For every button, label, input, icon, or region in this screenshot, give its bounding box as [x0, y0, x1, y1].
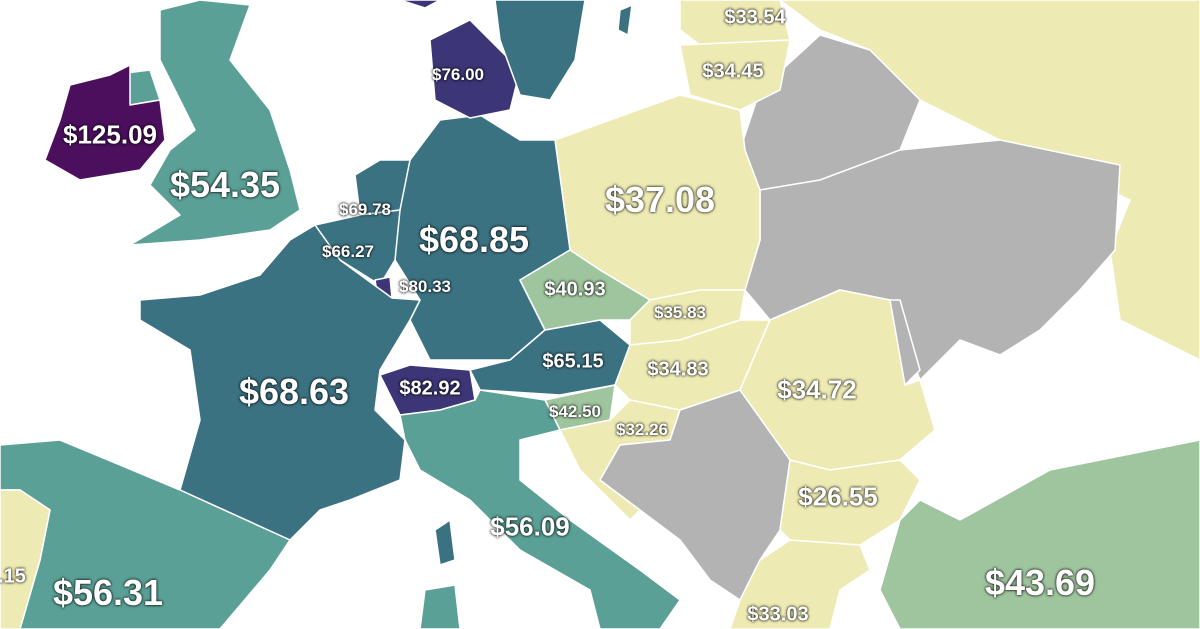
country-turkey	[879, 439, 1200, 629]
island-corsica	[434, 519, 456, 566]
price-label-lithuania: $34.45	[702, 60, 764, 83]
price-label-switzerland: $82.92	[399, 377, 461, 400]
price-label-slovenia: $42.50	[549, 402, 601, 421]
price-label-croatia: $32.26	[616, 420, 668, 439]
country-russia	[779, 0, 1200, 361]
country-italy	[399, 389, 681, 629]
price-label-slovakia: $35.83	[654, 303, 706, 322]
country-france	[139, 224, 421, 541]
price-label-united-kingdom: $54.35	[169, 164, 281, 205]
country-ukraine	[744, 139, 1121, 381]
price-label-hungary: $34.83	[647, 358, 709, 381]
price-label-luxembourg: $80.33	[399, 277, 451, 296]
country-united-kingdom	[129, 0, 301, 246]
price-label-denmark: $76.00	[432, 65, 484, 84]
price-label-greece: $33.03	[747, 603, 809, 626]
price-label-bulgaria: $26.55	[798, 481, 878, 512]
price-label-czechia: $40.93	[544, 278, 606, 301]
price-label-austria: $65.15	[542, 350, 604, 373]
price-label-france: $68.63	[238, 371, 350, 412]
price-label-germany: $68.85	[418, 219, 530, 260]
price-label-netherlands: $69.78	[339, 200, 391, 219]
price-label-romania: $34.72	[777, 374, 857, 405]
country-netherlands	[354, 159, 411, 216]
country-denmark	[429, 19, 521, 119]
country-sweden	[494, 0, 586, 101]
price-label-ireland: $125.09	[63, 119, 157, 150]
price-label-belgium: $66.27	[322, 242, 374, 261]
country-lithuania	[679, 39, 791, 111]
country-greece	[729, 539, 871, 629]
price-label-poland: $37.08	[604, 179, 716, 220]
country-ireland	[44, 64, 166, 181]
island-sardinia	[419, 584, 461, 629]
island-gotland	[617, 4, 633, 36]
price-label-italy: $56.09	[490, 511, 570, 542]
price-label-portugal: .15	[0, 565, 26, 588]
price-label-spain: $56.31	[52, 572, 164, 613]
price-label-latvia: $33.54	[724, 6, 786, 29]
price-label-turkey: $43.69	[984, 562, 1096, 603]
country-portugal	[0, 489, 51, 629]
country-norway	[399, 0, 441, 9]
